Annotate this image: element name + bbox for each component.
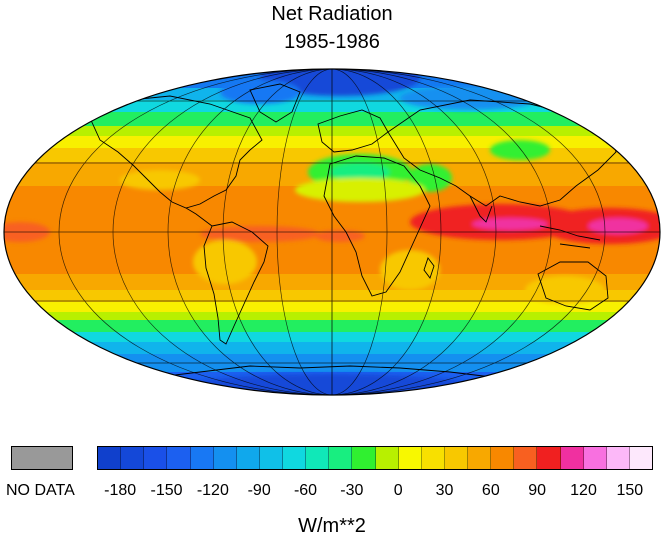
west-pacific-magenta [588,218,648,234]
coast-greenland [249,83,301,123]
colorbar-swatch [560,447,584,469]
colorbar-swatch [606,447,630,469]
no-data-swatch [11,446,73,470]
colorbar-tick-label: -60 [293,482,318,499]
colorbar-tick-label: 90 [528,482,547,499]
colorbar-swatch [329,447,353,469]
net-radiation-map [3,68,661,396]
coast-madagascar [423,257,435,279]
coast-europe [317,109,389,153]
colorbar-tick-label: 120 [570,482,597,499]
coastlines [89,83,635,379]
colorbar-swatch [190,447,214,469]
colorbar-swatch [121,447,145,469]
coast-south-america [203,221,269,345]
arctic-deep-blue [260,69,420,96]
colorbar-swatch [444,447,468,469]
colorbar-swatch [421,447,445,469]
colorbar-swatch [259,447,283,469]
colorbar-swatch [213,447,237,469]
coast-india [469,195,493,223]
coast-asia [387,99,617,207]
map-subtitle: 1985-1986 [284,31,380,53]
colorbar-tick-label: -150 [150,482,183,499]
colorbar-tick-label: -180 [104,482,137,499]
coast-australia [537,261,609,311]
coast-indonesia [539,225,601,249]
colorbar-swatch [283,447,307,469]
meridian-120 [112,69,552,395]
antarctica-deep [180,374,480,395]
colorbar-swatch [167,447,191,469]
colorbar [97,446,653,470]
sahara-lime-halo [295,178,425,202]
colorbar-swatch [398,447,422,469]
colorbar-swatch [468,447,492,469]
colorbar-swatch [583,447,607,469]
colorbar-tick-label: 150 [616,482,644,499]
australia-yellow [525,276,605,304]
regional-anomalies [4,69,660,395]
colorbar-tick-label: 30 [435,482,454,499]
map-border [3,68,661,396]
colorbar-swatch [352,447,376,469]
meridian-90 [167,69,497,395]
colorbar-swatch [236,447,260,469]
map-title: Net Radiation [271,3,393,25]
gobi-green [490,140,550,160]
colorbar-swatch [491,447,515,469]
north-america-yellow [120,170,200,190]
radiation-field [4,69,660,395]
meridian-60 [222,69,442,395]
meridian-30 [276,69,388,395]
colorbar-swatch [514,447,538,469]
units-label: W/m**2 [298,515,366,537]
coast-north-america [89,95,263,209]
coast-antarctica [149,365,501,379]
coast-central-america [185,207,213,227]
colorbar-swatch [98,447,122,469]
colorbar-swatch [144,447,168,469]
colorbar-tick-label: 60 [481,482,500,499]
coast-new-zealand [627,311,635,331]
colorbar-swatch [537,447,561,469]
indian-ocean-magenta [472,218,548,230]
greenland-blue [220,80,300,104]
colorbar-tick-label: 0 [393,482,403,499]
atlantic-red [315,230,365,242]
colorbar-swatch [306,447,330,469]
colorbar-swatch [375,447,399,469]
africa-south-yellow [380,250,440,290]
no-data-label: NO DATA [6,482,75,499]
meridian-150 [58,69,606,395]
coast-africa [323,155,431,297]
colorbar-tick-label: -30 [340,482,364,499]
sahara-teal [330,163,390,181]
colorbar-tick-label: -90 [247,482,271,499]
colorbar-swatch [629,447,652,469]
east-pacific-red [200,226,320,242]
colorbar-tick-label: -120 [196,482,229,499]
